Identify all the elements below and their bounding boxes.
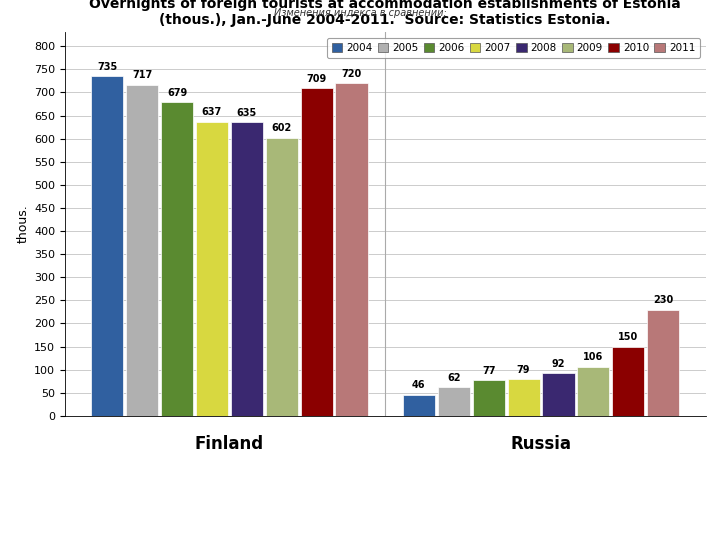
- Text: 150: 150: [618, 332, 639, 342]
- Text: 717: 717: [132, 70, 152, 80]
- Text: 635: 635: [237, 108, 257, 118]
- Bar: [542, 373, 575, 416]
- Bar: [472, 380, 505, 416]
- Bar: [438, 387, 470, 416]
- Text: REALIA GROUP: REALIA GROUP: [58, 523, 115, 532]
- Text: Finland: Finland: [195, 435, 264, 453]
- Bar: [402, 395, 435, 416]
- Text: 720: 720: [341, 69, 361, 79]
- Text: 92: 92: [552, 359, 565, 369]
- Text: 637: 637: [202, 107, 222, 117]
- Text: 230: 230: [653, 295, 673, 305]
- Bar: [230, 123, 263, 416]
- Bar: [647, 309, 679, 416]
- Text: 62: 62: [447, 373, 461, 382]
- Bar: [612, 347, 644, 416]
- Text: Russia: Russia: [510, 435, 572, 453]
- Bar: [196, 122, 228, 416]
- Text: PINDI: PINDI: [58, 492, 115, 510]
- Bar: [336, 83, 368, 416]
- Legend: 2004, 2005, 2006, 2007, 2008, 2009, 2010, 2011: 2004, 2005, 2006, 2007, 2008, 2009, 2010…: [327, 38, 701, 58]
- Text: 602: 602: [271, 123, 292, 133]
- Bar: [577, 367, 609, 416]
- Text: 735: 735: [97, 62, 117, 72]
- Bar: [266, 138, 298, 416]
- Bar: [508, 379, 540, 416]
- Text: realia group: realia group: [587, 498, 662, 511]
- Bar: [300, 89, 333, 416]
- Text: 46: 46: [412, 380, 426, 390]
- Text: 106: 106: [583, 352, 603, 362]
- Bar: [126, 85, 158, 416]
- Text: 679: 679: [167, 87, 187, 98]
- Y-axis label: thous.: thous.: [17, 205, 30, 244]
- Text: Изменения индекса в сравнении:: Изменения индекса в сравнении:: [274, 8, 446, 18]
- Title: Overnights of foreign tourists at accommodation establishments of Estonia
(thous: Overnights of foreign tourists at accomm…: [89, 0, 681, 27]
- Bar: [161, 102, 193, 416]
- Text: 79: 79: [517, 364, 531, 375]
- Bar: [91, 76, 123, 416]
- Text: 77: 77: [482, 366, 495, 376]
- Text: 709: 709: [307, 73, 327, 84]
